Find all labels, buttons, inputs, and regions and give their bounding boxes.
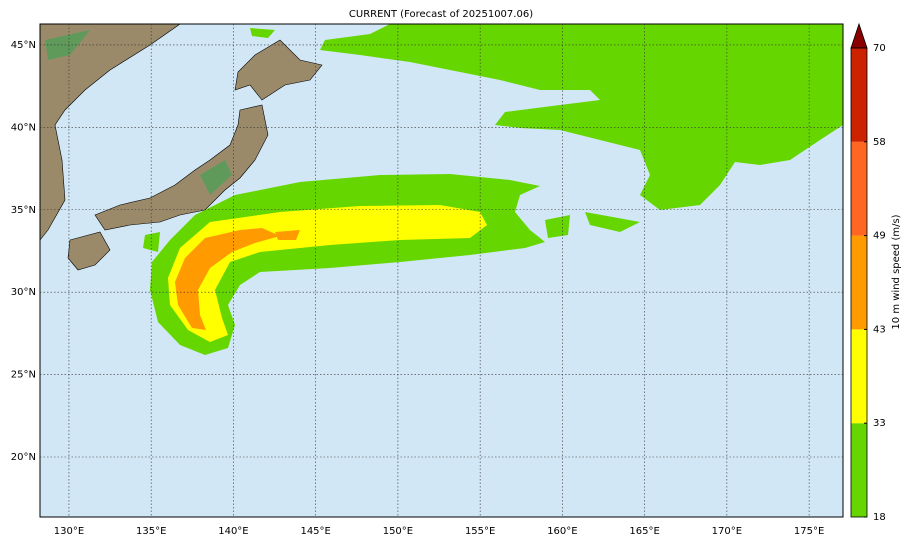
x-tick-label: 170°E — [712, 526, 742, 537]
map-title: CURRENT (Forecast of 20251007.06) — [349, 9, 533, 20]
colorbar-segment — [851, 423, 867, 517]
y-tick-label: 30°N — [11, 287, 36, 298]
y-tick-label: 45°N — [11, 40, 36, 51]
land — [200, 160, 232, 195]
colorbar-label: 10 m wind speed (m/s) — [891, 214, 902, 329]
y-tick-label: 25°N — [11, 370, 36, 381]
colorbar-tick-label: 43 — [873, 324, 886, 335]
wind-swath — [143, 232, 160, 252]
colorbar-tick-label: 49 — [873, 231, 886, 242]
colorbar-segment — [851, 235, 867, 330]
wind-area — [320, 24, 843, 210]
land — [67, 231, 111, 271]
x-tick-label: 135°E — [136, 526, 166, 537]
wind-area — [250, 28, 640, 238]
colorbar-frame — [850, 47, 868, 518]
x-tick-label: 155°E — [465, 526, 495, 537]
x-tick-label: 145°E — [300, 526, 330, 537]
colorbar-segment — [851, 329, 867, 424]
y-tick-label: 20°N — [11, 452, 36, 463]
wind-swath — [175, 228, 280, 330]
colorbar-tick-label: 33 — [873, 418, 886, 429]
x-tick-label: 150°E — [383, 526, 413, 537]
map-plot — [39, 23, 843, 517]
land — [39, 23, 181, 241]
colorbar-segment — [851, 48, 867, 142]
x-tick-label: 165°E — [629, 526, 659, 537]
colorbar-tick-label: 18 — [873, 512, 886, 523]
colorbar-extend — [850, 22, 868, 49]
colorbar-segment — [851, 141, 867, 236]
wind-swath — [275, 230, 300, 240]
x-tick-label: 140°E — [218, 526, 248, 537]
x-tick-label: 160°E — [547, 526, 577, 537]
colorbar-tick-label: 70 — [873, 43, 886, 54]
land — [45, 30, 90, 60]
y-tick-label: 40°N — [11, 122, 36, 133]
map-frame — [39, 23, 844, 518]
y-tick-label: 35°N — [11, 205, 36, 216]
x-tick-label: 130°E — [54, 526, 84, 537]
colorbar-tick-label: 58 — [873, 137, 886, 148]
x-tick-label: 175°E — [794, 526, 824, 537]
land — [234, 39, 323, 101]
